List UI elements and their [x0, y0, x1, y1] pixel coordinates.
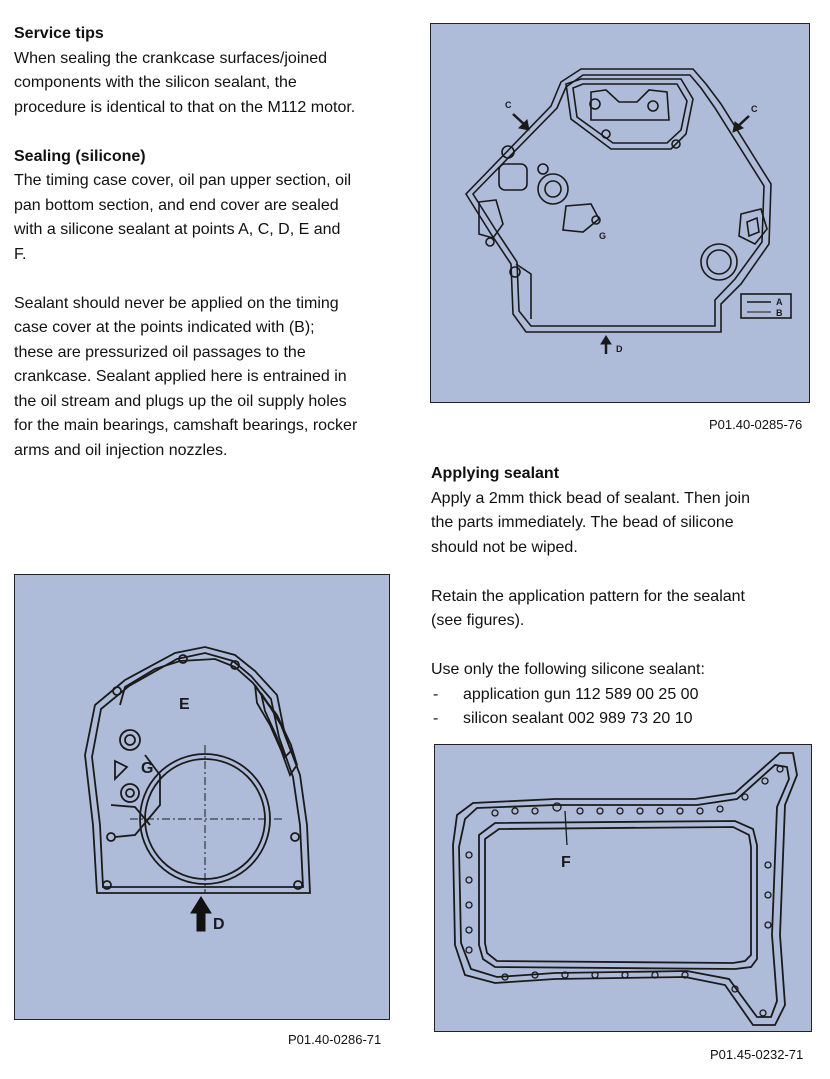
list-item: - silicon sealant 002 989 73 20 10	[433, 710, 693, 727]
label-d: D	[213, 916, 225, 933]
label-c-left: C	[505, 100, 512, 110]
sealing-line: with a silicone sealant at points A, C, …	[14, 221, 341, 238]
sealing-line: F.	[14, 245, 27, 263]
applying-line: Use only the following silicone sealant:	[431, 661, 705, 678]
sealing-heading: Sealing (silicone)	[14, 147, 146, 165]
end-cover-drawing: E G D	[84, 646, 311, 933]
service-tips-heading: Service tips	[14, 25, 104, 42]
applying-line: the parts immediately. The bead of silic…	[431, 514, 734, 531]
sealing-line: pan bottom section, and end cover are se…	[14, 196, 339, 214]
sealing-line: The timing case cover, oil pan upper sec…	[14, 172, 352, 189]
warning-line: these are pressurized oil passages to th…	[14, 343, 306, 361]
applying-line: should not be wiped.	[431, 538, 578, 556]
applying-line: Retain the application pattern for the s…	[431, 587, 745, 605]
figure2-caption: P01.40-0286-71	[288, 1032, 382, 1047]
label-g: G	[599, 231, 606, 241]
legend-b: B	[776, 308, 783, 318]
label-c-right: C	[751, 104, 758, 114]
applying-line: Apply a 2mm thick bead of sealant. Then …	[431, 489, 750, 507]
applying-heading: Applying sealant	[431, 465, 560, 482]
label-f: F	[561, 854, 571, 871]
timing-case-cover-drawing: C C G D A B	[464, 68, 792, 354]
figure3-caption: P01.45-0232-71	[710, 1047, 804, 1062]
figure-timing-case-cover: C C G D A B	[430, 23, 810, 403]
warning-line: case cover at the points indicated with …	[14, 319, 315, 336]
warning-line: arms and oil injection nozzles.	[14, 441, 228, 459]
figure-end-cover: E G D	[14, 574, 390, 1020]
label-e: E	[179, 696, 190, 713]
label-d: D	[616, 344, 623, 354]
applying-sealant-section: Applying sealant Apply a 2mm thick bead …	[431, 462, 821, 732]
oil-pan-drawing: F	[452, 752, 798, 1026]
warning-line: for the main bearings, camshaft bearings…	[14, 417, 358, 434]
service-tips-line: When sealing the crankcase surfaces/join…	[14, 49, 328, 67]
list-item: - application gun 112 589 00 25 00	[433, 685, 699, 703]
label-g: G	[141, 760, 153, 777]
legend-a: A	[776, 297, 783, 307]
service-tips-section: Service tips When sealing the crankcase …	[14, 22, 414, 463]
figure-oil-pan: F	[434, 744, 812, 1032]
warning-line: crankcase. Sealant applied here is entra…	[14, 368, 347, 385]
service-tips-line: components with the silicon sealant, the	[14, 74, 297, 91]
warning-line: the oil stream and plugs up the oil supp…	[14, 392, 347, 410]
figure1-caption: P01.40-0285-76	[709, 417, 803, 432]
applying-line: (see figures).	[431, 612, 525, 629]
sealant-list: - application gun 112 589 00 25 00 - silic…	[431, 683, 821, 732]
service-tips-line: procedure is identical to that on the M1…	[14, 98, 356, 116]
warning-line: Sealant should never be applied on the t…	[14, 294, 339, 312]
